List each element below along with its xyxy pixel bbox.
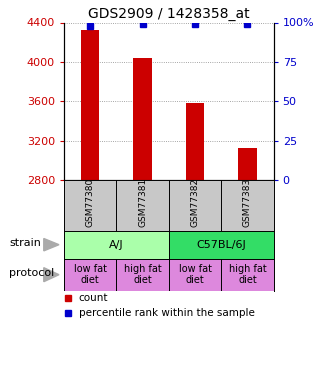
Polygon shape [44, 238, 59, 251]
Polygon shape [44, 268, 59, 282]
Text: low fat
diet: low fat diet [179, 264, 212, 285]
Text: C57BL/6J: C57BL/6J [196, 240, 246, 250]
Bar [133, 58, 152, 180]
Title: GDS2909 / 1428358_at: GDS2909 / 1428358_at [88, 8, 250, 21]
Bar [238, 147, 257, 180]
Text: GSM77380: GSM77380 [86, 177, 95, 226]
Text: GSM77382: GSM77382 [190, 177, 199, 226]
Text: GSM77383: GSM77383 [243, 177, 252, 226]
Text: high fat
diet: high fat diet [228, 264, 266, 285]
Bar [81, 30, 100, 180]
Text: A/J: A/J [109, 240, 124, 250]
Text: count: count [79, 292, 108, 303]
Text: low fat
diet: low fat diet [74, 264, 107, 285]
Text: protocol: protocol [9, 268, 54, 278]
Text: strain: strain [9, 238, 41, 248]
Bar [186, 103, 204, 180]
Text: percentile rank within the sample: percentile rank within the sample [79, 308, 254, 318]
Text: GSM77381: GSM77381 [138, 177, 147, 226]
Text: high fat
diet: high fat diet [124, 264, 162, 285]
